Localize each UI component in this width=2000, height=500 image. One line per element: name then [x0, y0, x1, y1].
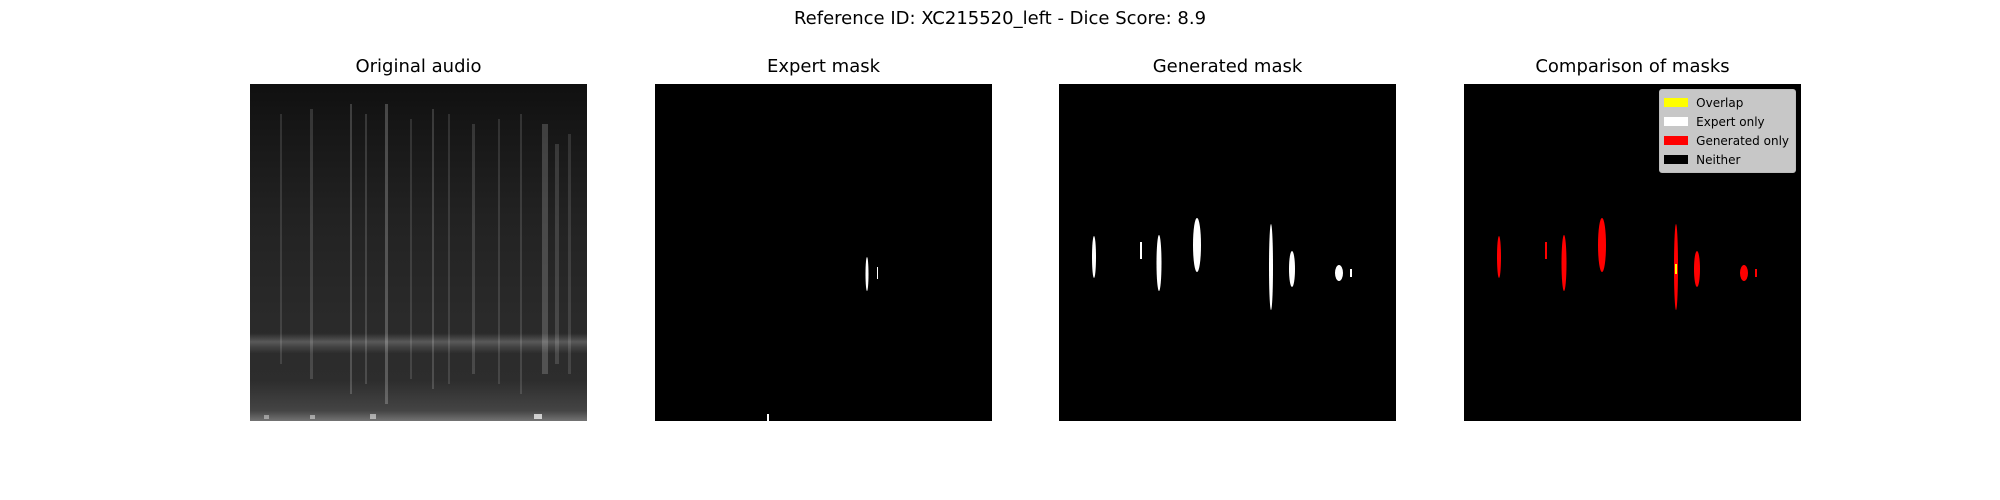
panel-comparison-of-masks: Comparison of masks Overlap — [1464, 56, 1801, 421]
generated-mask-image — [1059, 84, 1396, 421]
legend-item-generated-only: Generated only — [1664, 131, 1789, 150]
comparison-regions — [1497, 218, 1757, 310]
panel-title-comparison: Comparison of masks — [1535, 56, 1730, 77]
legend-item-neither: Neither — [1664, 150, 1789, 169]
panel-title-generated-mask: Generated mask — [1152, 56, 1303, 77]
legend-item-overlap: Overlap — [1664, 93, 1789, 112]
panel-title-expert-mask: Expert mask — [766, 56, 881, 77]
spectrogram-streaks — [264, 104, 571, 419]
legend-item-expert-only: Expert only — [1664, 112, 1789, 131]
figure-title: Reference ID: XC215520_left - Dice Score… — [793, 8, 1207, 29]
generated-mask-regions — [1092, 218, 1352, 310]
panel-title-original-audio: Original audio — [355, 56, 482, 77]
panel-original-audio: Original audio — [250, 56, 587, 421]
expert-mask-regions — [767, 257, 878, 421]
comparison-legend: Overlap Expert only Generated only Neith… — [1659, 89, 1796, 173]
comparison-image: Overlap Expert only Generated only Neith… — [1464, 84, 1801, 421]
legend-swatch-neither — [1664, 155, 1689, 164]
legend-swatch-overlap — [1664, 98, 1689, 107]
legend-swatch-generated-only — [1664, 136, 1689, 145]
spectrogram-image — [250, 84, 587, 421]
panel-generated-mask: Generated mask — [1059, 56, 1396, 421]
panel-expert-mask: Expert mask — [655, 56, 992, 421]
legend-label: Expert only — [1696, 114, 1765, 129]
expert-mask-image — [655, 84, 992, 421]
legend-label: Neither — [1696, 152, 1741, 167]
legend-label: Overlap — [1696, 95, 1744, 110]
legend-label: Generated only — [1696, 133, 1789, 148]
legend-swatch-expert-only — [1664, 117, 1689, 126]
